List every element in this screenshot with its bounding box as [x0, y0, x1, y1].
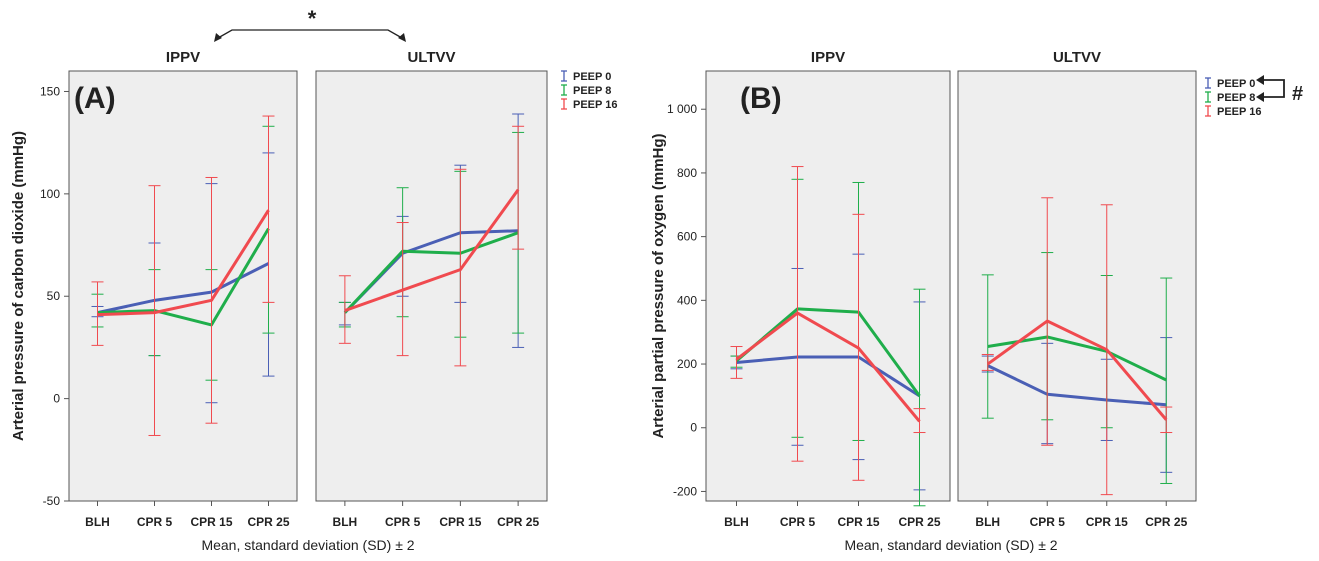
plot-panel-ippv [705, 70, 951, 502]
series-peep-16-ippv [730, 166, 926, 481]
chart-a: IPPV BLH CPR 5 CPR 15 CPR 25 ULTVV BLH CPR 5 CPR… [10, 49, 617, 553]
legend-entry: PEEP 0 [561, 70, 611, 83]
legend-label: PEEP 8 [1217, 92, 1255, 104]
legend-entry: PEEP 8 [1205, 91, 1255, 104]
x-tick-label: CPR 5 [385, 515, 421, 529]
x-tick-label: BLH [333, 515, 358, 529]
y-tick-label: 600 [677, 230, 697, 244]
x-tick-label: CPR 25 [1145, 515, 1187, 529]
legend-label: PEEP 0 [573, 71, 611, 83]
x-tick-label: CPR 25 [497, 515, 539, 529]
significance-hash: # [1292, 83, 1303, 105]
x-tick-label: CPR 15 [190, 515, 232, 529]
chart-b: IPPV BLH CPR 5 CPR 15 CPR 25 ULTVV BLH CPR 5 CPR… [650, 49, 1261, 553]
plot-panel-ultvv [315, 70, 548, 502]
x-tick-label: BLH [975, 515, 1000, 529]
x-tick-label: CPR 15 [837, 515, 879, 529]
y-tick-label: -200 [673, 484, 697, 498]
x-tick-label: CPR 15 [439, 515, 481, 529]
y-tick-label: 800 [677, 166, 697, 180]
legend-label: PEEP 0 [1217, 78, 1255, 90]
facet-label-ippv: IPPV [166, 49, 200, 66]
x-tick-label: CPR 25 [898, 515, 940, 529]
panel-label: (A) [74, 82, 116, 115]
significance-bracket-b: # [1256, 75, 1303, 105]
legend-label: PEEP 16 [573, 99, 617, 111]
series-line [97, 227, 270, 327]
significance-bracket-a: * [214, 6, 406, 42]
hash-arrowhead-top [1256, 75, 1264, 85]
series-line [736, 355, 921, 398]
y-axis-label: Arterial partial pressure of oxygen (mmH… [650, 133, 667, 438]
series-peep-16-ultvv [338, 125, 525, 367]
series-peep-16-ippv [91, 115, 275, 436]
x-tick-label: CPR 5 [1030, 515, 1066, 529]
facet-label-ultvv: ULTVV [407, 49, 455, 66]
y-tick-label: -50 [43, 494, 61, 508]
x-tick-label: CPR 15 [1086, 515, 1128, 529]
legend-entry: PEEP 8 [561, 84, 611, 97]
bracket-left-arrowhead [214, 33, 222, 42]
x-axis-label: Mean, standard deviation (SD) ± 2 [844, 537, 1057, 553]
y-tick-label: 50 [47, 289, 61, 303]
legend-entry: PEEP 16 [561, 98, 617, 111]
series-line [986, 319, 1168, 421]
x-axis-label: Mean, standard deviation (SD) ± 2 [201, 537, 414, 553]
x-tick-label: CPR 5 [780, 515, 816, 529]
x-tick-label: CPR 5 [137, 515, 173, 529]
significance-star: * [308, 6, 317, 31]
y-tick-label: 0 [690, 421, 697, 435]
series-line [97, 209, 270, 317]
bracket-right-arrowhead [398, 33, 406, 42]
x-tick-label: BLH [724, 515, 749, 529]
x-tick-label: CPR 25 [247, 515, 289, 529]
series-line [344, 188, 520, 312]
series-line [343, 231, 519, 314]
series-line [735, 311, 921, 423]
plot-panel-ultvv [957, 70, 1197, 502]
facet-label-ippv: IPPV [811, 49, 845, 66]
series-line [987, 364, 1167, 407]
y-tick-label: 100 [40, 187, 60, 201]
facet-label-ultvv: ULTVV [1053, 49, 1101, 66]
series-peep-16-ultvv [981, 197, 1173, 496]
x-tick-label: BLH [85, 515, 110, 529]
plot-panel-ippv [68, 70, 298, 502]
legend-label: PEEP 16 [1217, 106, 1261, 118]
y-axis-label: Arterial pressure of carbon dioxide (mmH… [10, 131, 27, 441]
y-tick-label: 150 [40, 84, 60, 98]
y-tick-label: 0 [53, 392, 60, 406]
legend-label: PEEP 8 [573, 85, 611, 97]
bracket-line [217, 29, 403, 39]
hash-arrowhead-bottom [1256, 92, 1264, 102]
legend-entry: PEEP 0 [1205, 77, 1255, 90]
y-tick-label: 400 [677, 293, 697, 307]
legend-entry: PEEP 16 [1205, 105, 1261, 118]
y-tick-label: 1 000 [667, 102, 697, 116]
panel-label: (B) [740, 82, 782, 115]
hash-bracket-line [1262, 79, 1285, 98]
y-tick-label: 200 [677, 357, 697, 371]
